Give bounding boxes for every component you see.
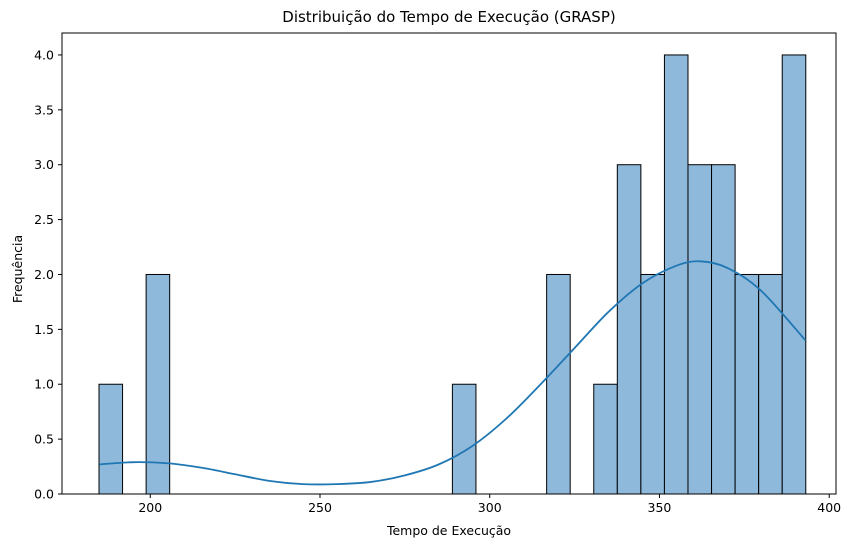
y-ticks: 0.0 0.5 1.0 1.5 2.0 2.5 3.0 3.5 4.0	[34, 47, 62, 502]
x-tick-label: 300	[478, 500, 502, 515]
y-tick-label: 1.0	[34, 377, 54, 392]
kde-curve	[99, 260, 807, 486]
y-tick-label: 1.5	[34, 322, 54, 337]
histogram-bar-15	[451, 383, 477, 495]
y-tick-label: 0.0	[34, 487, 54, 502]
histogram-bar-22	[616, 164, 642, 495]
y-tick-label: 3.5	[34, 102, 54, 117]
axes-layer	[61, 32, 837, 495]
y-tick-label: 2.0	[34, 267, 54, 282]
plot-frame	[61, 32, 837, 495]
histogram-bar-24	[663, 54, 689, 495]
histogram-bar-23	[640, 273, 665, 495]
x-tick-label: 250	[308, 500, 332, 515]
x-tick-label: 200	[138, 500, 162, 515]
x-ticks: 200 250 300 350 400	[138, 494, 841, 515]
histogram-bar-0	[98, 383, 124, 495]
x-tick-label: 400	[817, 500, 841, 515]
histogram-bar-28	[758, 273, 783, 495]
x-axis-label: Tempo de Execução	[386, 523, 511, 538]
histogram-bar-21	[593, 383, 618, 495]
y-tick-label: 0.5	[34, 432, 54, 447]
kde-layer	[99, 260, 807, 486]
histogram-bar-19	[546, 273, 571, 495]
histogram-bar-2	[145, 273, 171, 495]
x-tick-label: 350	[648, 500, 672, 515]
y-tick-label: 2.5	[34, 212, 54, 227]
histogram-bar-26	[711, 164, 736, 495]
y-tick-label: 4.0	[34, 47, 54, 62]
histogram-bar-25	[687, 164, 713, 495]
chart-title: Distribuição do Tempo de Execução (GRASP…	[282, 8, 615, 26]
histogram-bar-29	[781, 54, 807, 495]
y-axis-label: Frequência	[10, 235, 25, 303]
histogram-bar-27	[734, 273, 760, 495]
bars-layer	[98, 54, 807, 495]
y-tick-label: 3.0	[34, 157, 54, 172]
